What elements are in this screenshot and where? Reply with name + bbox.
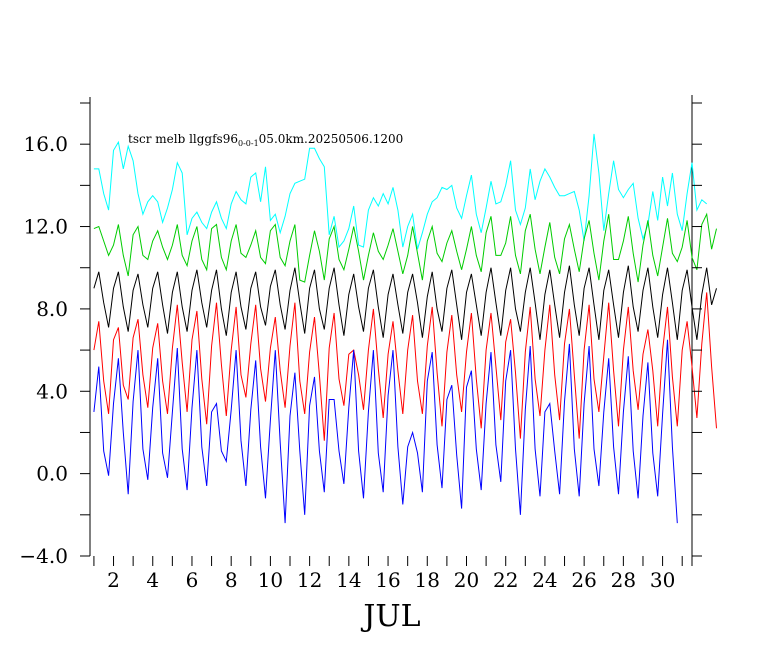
chart-title: tscr melb llggfs960-0-105.0km.20250506.1… xyxy=(128,132,403,148)
x-tick-label: 16 xyxy=(375,568,400,592)
y-tick-label: 12.0 xyxy=(23,215,68,239)
x-tick-label: 6 xyxy=(186,568,199,592)
series-line-2 xyxy=(93,212,717,283)
chart-title-suffix: 05.0km.20250506.1200 xyxy=(259,132,404,146)
y-tick-label: 8.0 xyxy=(36,297,68,321)
series-layer xyxy=(93,133,717,524)
chart-title-subscript: 0-0-1 xyxy=(238,139,259,148)
y-tick-label: 4.0 xyxy=(36,379,68,403)
y-tick-label: 16.0 xyxy=(23,132,68,156)
x-tick-label: 8 xyxy=(225,568,238,592)
x-tick-label: 10 xyxy=(258,568,283,592)
x-axis: 2 4 6 8 10 12 14 16 18 20 22 24 26 28 30 xyxy=(93,556,683,592)
x-tick-label: 30 xyxy=(650,568,675,592)
x-tick-label: 2 xyxy=(107,568,120,592)
series-line-3 xyxy=(93,265,717,340)
x-tick-label: 20 xyxy=(454,568,479,592)
y-tick-label: 0.0 xyxy=(36,462,68,486)
plot-frame xyxy=(89,95,693,566)
series-line-1 xyxy=(93,133,708,250)
x-tick-label: 14 xyxy=(336,568,361,592)
x-tick-label: 26 xyxy=(571,568,596,592)
y-axis: −4.0 0.0 4.0 8.0 12.0 16.0 xyxy=(19,102,702,568)
x-tick-label: 12 xyxy=(297,568,322,592)
x-tick-label: 4 xyxy=(146,568,159,592)
x-tick-label: 18 xyxy=(415,568,440,592)
chart-title-main: tscr melb llggfs96 xyxy=(128,132,238,146)
series-line-5 xyxy=(93,339,678,524)
x-tick-label: 28 xyxy=(611,568,636,592)
x-axis-label: JUL xyxy=(360,599,420,634)
y-tick-label: −4.0 xyxy=(19,544,68,568)
series-line-4 xyxy=(93,292,717,441)
x-tick-label: 22 xyxy=(493,568,518,592)
x-tick-label: 24 xyxy=(532,568,557,592)
